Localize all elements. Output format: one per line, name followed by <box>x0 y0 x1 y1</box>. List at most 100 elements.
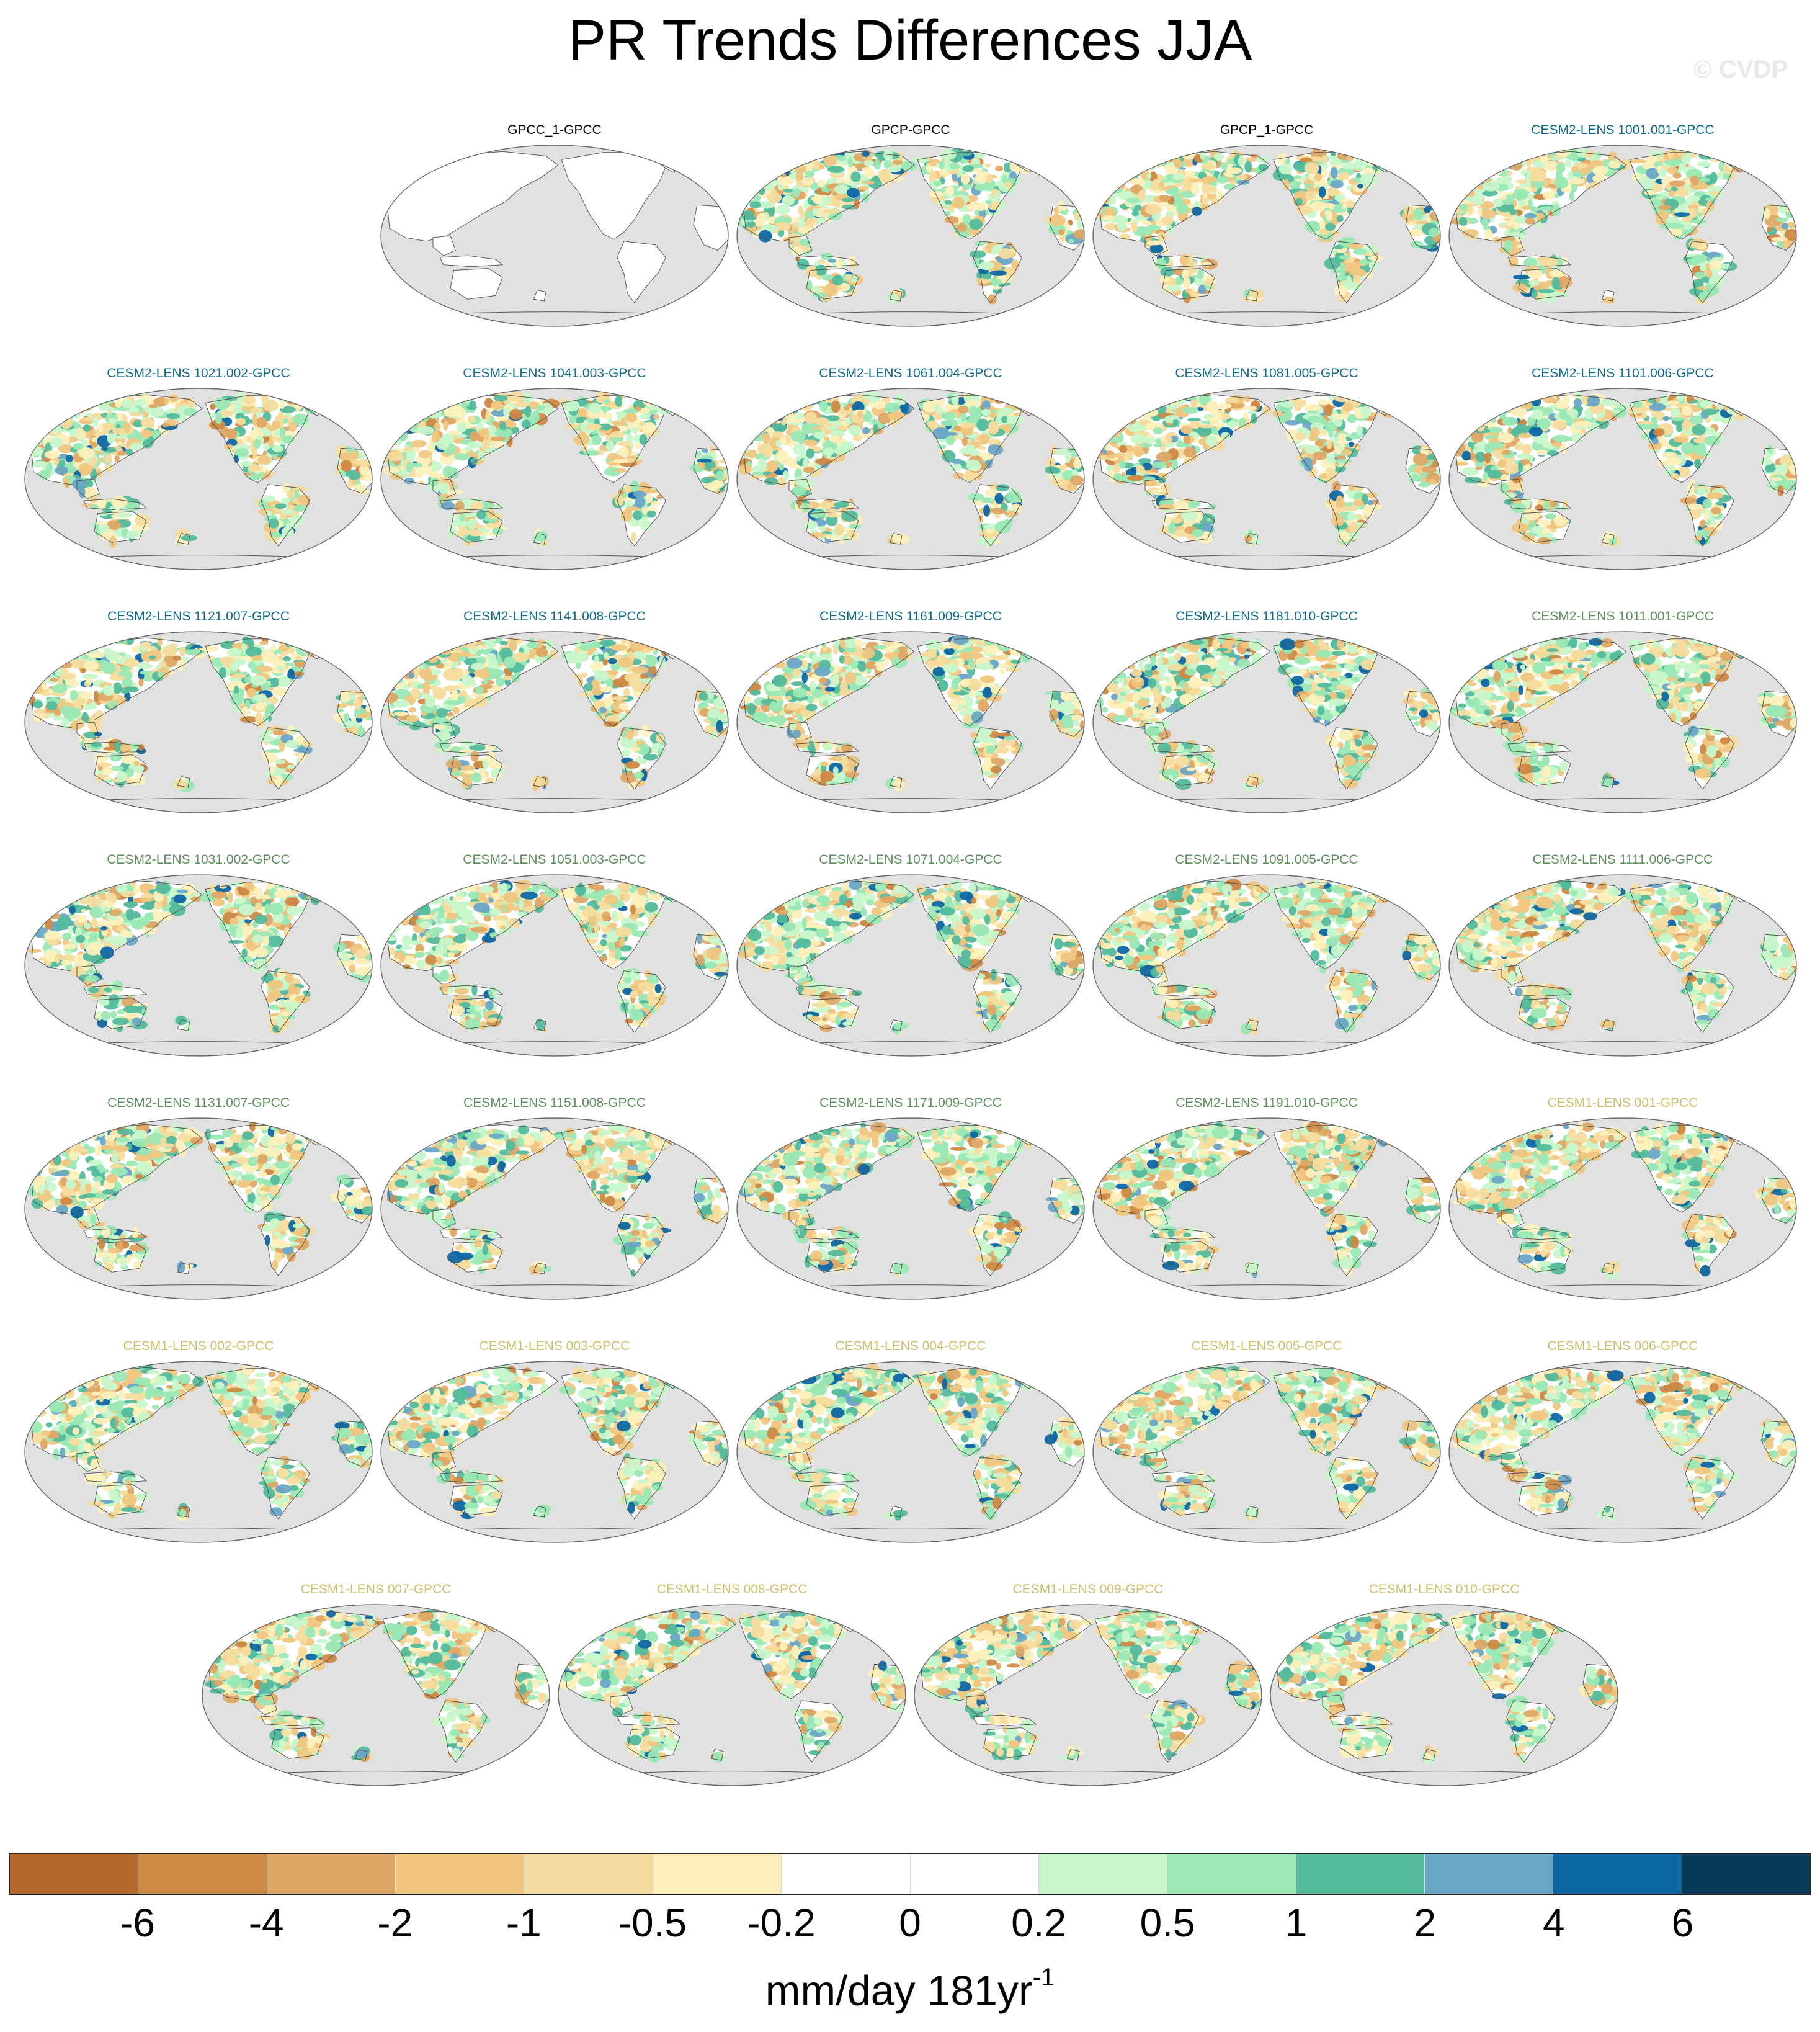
trend-cell <box>985 199 993 204</box>
trend-cell <box>98 424 104 433</box>
trend-cell <box>969 406 978 412</box>
trend-cell <box>636 406 641 411</box>
trend-cell <box>832 275 844 286</box>
trend-cell <box>1342 506 1358 512</box>
trend-cell <box>1349 522 1358 533</box>
panel-title: CESM2-LENS 1121.007-GPCC <box>107 609 290 624</box>
trend-cell <box>1509 160 1523 171</box>
trend-cell <box>635 441 641 450</box>
trend-cell <box>1153 443 1163 447</box>
trend-cell <box>674 392 679 401</box>
trend-cell <box>1249 289 1265 298</box>
trend-cell <box>962 183 971 190</box>
trend-cell <box>477 450 486 460</box>
trend-cell <box>499 421 506 432</box>
trend-cell <box>138 663 145 669</box>
trend-cell <box>1517 480 1524 491</box>
panel-title: CESM2-LENS 1101.006-GPCC <box>1532 366 1714 380</box>
trend-cell <box>1687 395 1695 402</box>
trend-cell <box>862 427 870 434</box>
trend-cell <box>1697 486 1706 496</box>
trend-cell <box>1008 150 1018 156</box>
trend-cell <box>310 391 316 400</box>
trend-cell <box>754 176 765 182</box>
trend-cell <box>431 431 440 443</box>
trend-cell <box>1407 229 1425 237</box>
land-africa <box>694 205 728 251</box>
trend-cell <box>677 400 694 407</box>
trend-cell <box>1452 439 1459 448</box>
trend-cell <box>841 197 854 202</box>
trend-cell <box>1504 400 1514 410</box>
trend-cell <box>1569 408 1578 419</box>
trend-cell <box>775 205 790 215</box>
trend-cell <box>1130 408 1140 413</box>
trend-cell <box>36 421 44 430</box>
trend-cell <box>1695 530 1710 536</box>
robinson-map <box>1448 145 1797 327</box>
trend-cell <box>1706 269 1713 278</box>
trend-cell <box>633 490 647 498</box>
trend-cell <box>430 477 439 486</box>
trend-cell <box>94 690 99 702</box>
trend-cell <box>1670 408 1681 417</box>
trend-cell <box>711 480 724 488</box>
trend-cell <box>1775 217 1789 222</box>
trend-cell <box>470 431 480 442</box>
trend-cell <box>1034 161 1046 168</box>
trend-cell <box>1549 270 1566 277</box>
trend-cell <box>1680 442 1696 454</box>
trend-cell <box>782 470 790 480</box>
trend-cell <box>1690 175 1700 186</box>
trend-cell <box>271 437 283 442</box>
trend-cell <box>1149 171 1158 182</box>
trend-cell <box>1026 148 1037 157</box>
trend-cell <box>847 530 857 540</box>
trend-cell <box>383 434 391 441</box>
trend-cell <box>1483 472 1489 480</box>
trend-cell <box>1029 392 1040 403</box>
trend-cell <box>1533 409 1543 420</box>
trend-cell <box>1520 459 1530 465</box>
trend-cell <box>760 459 767 472</box>
trend-cell <box>183 408 198 416</box>
trend-cell <box>848 524 862 529</box>
trend-cell <box>1484 455 1491 463</box>
trend-cell <box>469 530 483 537</box>
trend-cell <box>1502 199 1515 205</box>
trend-cell <box>1059 465 1066 470</box>
trend-cell <box>1385 153 1391 165</box>
trend-cell <box>883 159 892 169</box>
trend-cell <box>863 159 875 167</box>
trend-cell <box>454 453 470 461</box>
trend-cell <box>639 434 648 445</box>
trend-cell <box>1135 161 1143 172</box>
trend-cell <box>310 393 316 405</box>
trend-cell <box>322 392 333 398</box>
trend-cell <box>1099 185 1106 197</box>
trend-cell <box>934 403 940 414</box>
trend-cell <box>991 409 997 413</box>
coastline-nz <box>533 533 546 545</box>
trend-cell <box>778 177 795 186</box>
trend-cell <box>1561 443 1567 454</box>
trend-cell <box>268 518 279 529</box>
trend-cell <box>1544 513 1556 519</box>
trend-cell <box>986 173 993 184</box>
trend-cell <box>1045 466 1059 474</box>
coastline-samer <box>1685 241 1734 303</box>
trend-cell <box>1154 396 1166 407</box>
trend-cell <box>1295 432 1306 441</box>
trend-cell <box>1536 519 1551 527</box>
trend-cell <box>158 671 165 678</box>
trend-cell <box>1514 443 1524 451</box>
map-border <box>736 145 1085 327</box>
trend-cell <box>492 527 504 535</box>
trend-cell <box>589 402 601 414</box>
trend-cell <box>166 413 181 419</box>
panel-title: CESM2-LENS 1001.001-GPCC <box>1531 123 1715 137</box>
trend-cell <box>1073 457 1082 470</box>
trend-cell <box>1077 217 1084 227</box>
trend-cell <box>1024 392 1035 401</box>
trend-cell <box>884 407 895 412</box>
